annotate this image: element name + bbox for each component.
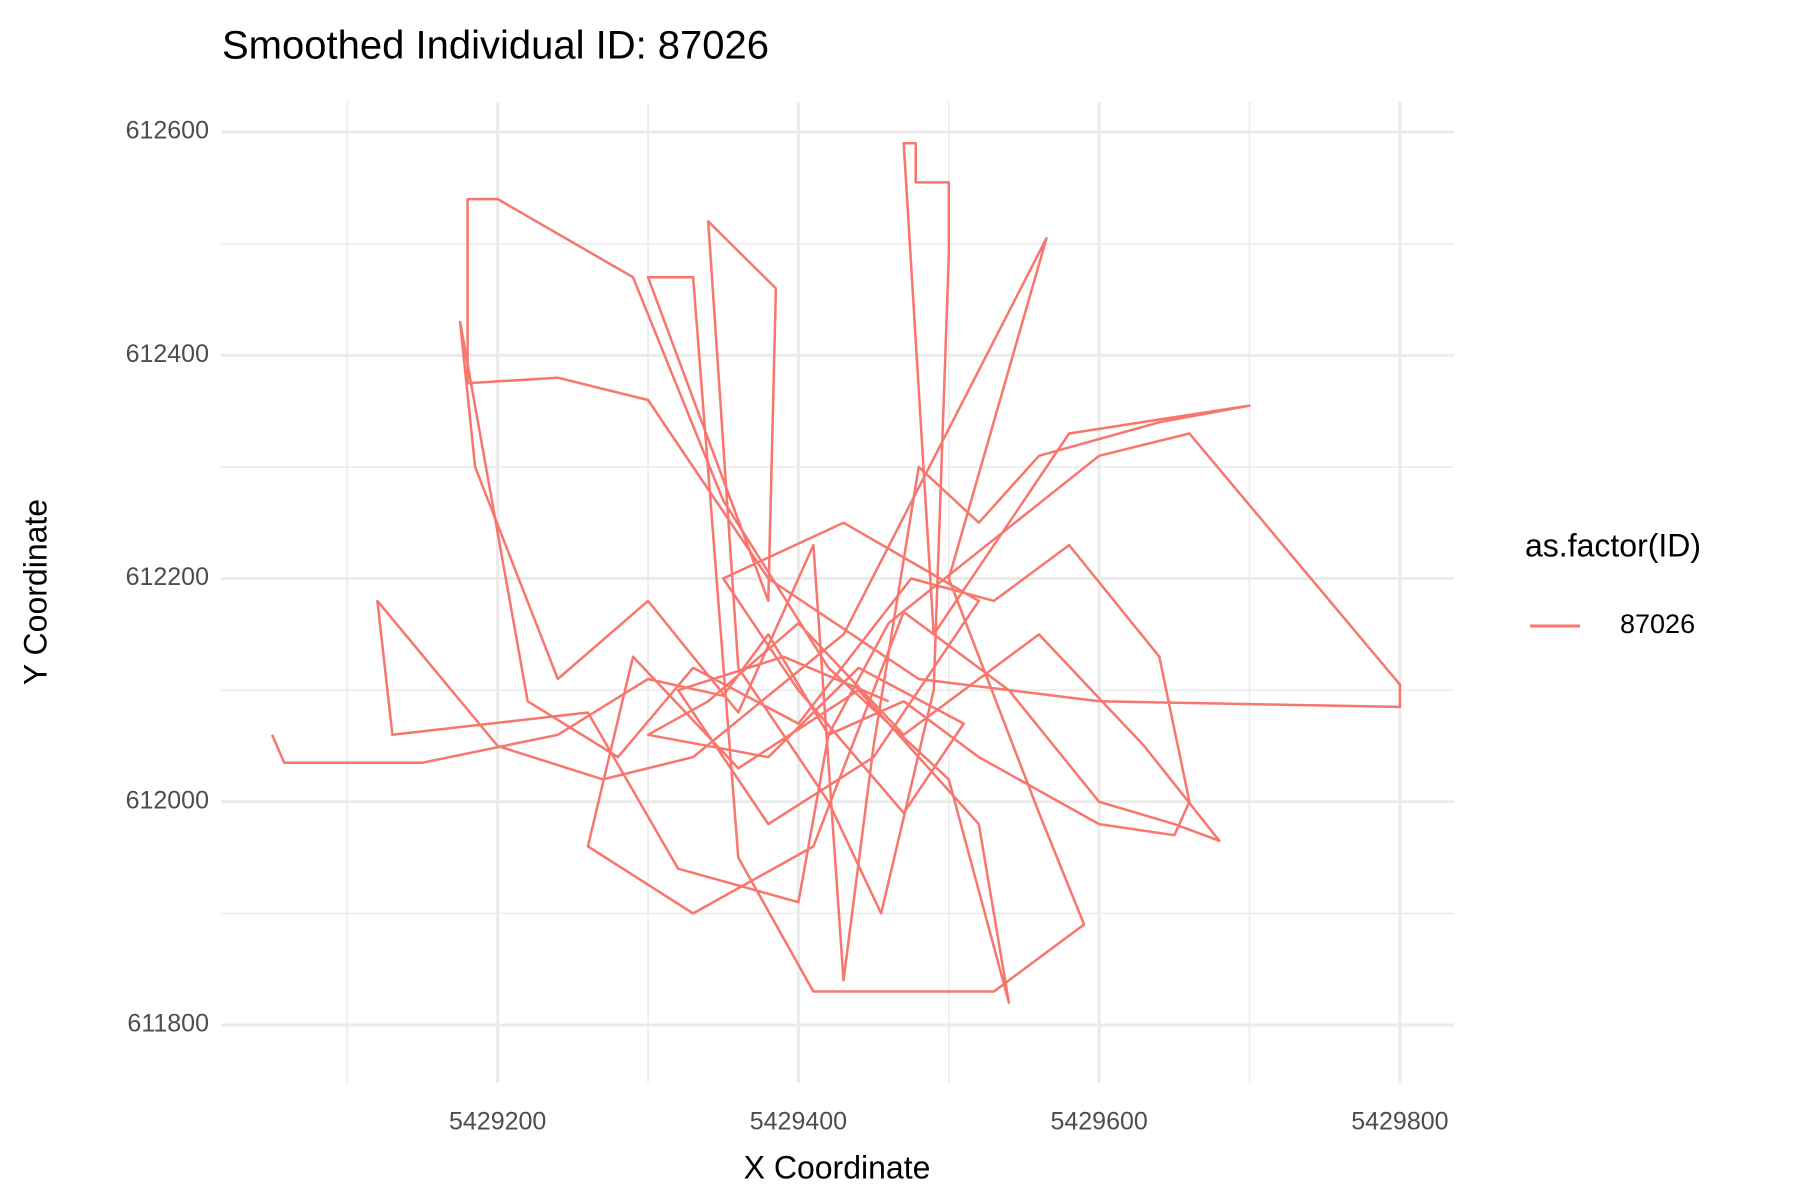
legend-label: 87026 bbox=[1620, 609, 1695, 639]
x-tick-label: 5429200 bbox=[449, 1108, 546, 1136]
trajectory-line bbox=[270, 142, 1402, 1004]
x-tick-label: 5429600 bbox=[1050, 1108, 1147, 1136]
y-tick-label: 612200 bbox=[126, 563, 209, 591]
y-tick-label: 611800 bbox=[127, 1010, 209, 1038]
chart-title: Smoothed Individual ID: 87026 bbox=[222, 24, 769, 68]
y-tick-label: 612400 bbox=[126, 340, 209, 368]
y-axis-label: Y Coordinate bbox=[17, 499, 53, 685]
x-tick-label: 5429800 bbox=[1351, 1108, 1448, 1136]
x-axis-label: X Coordinate bbox=[744, 1149, 931, 1185]
y-tick-label: 612000 bbox=[126, 786, 209, 814]
legend-title: as.factor(ID) bbox=[1525, 527, 1701, 563]
x-tick-label: 5429400 bbox=[750, 1108, 847, 1136]
y-tick-label: 612600 bbox=[126, 117, 209, 145]
